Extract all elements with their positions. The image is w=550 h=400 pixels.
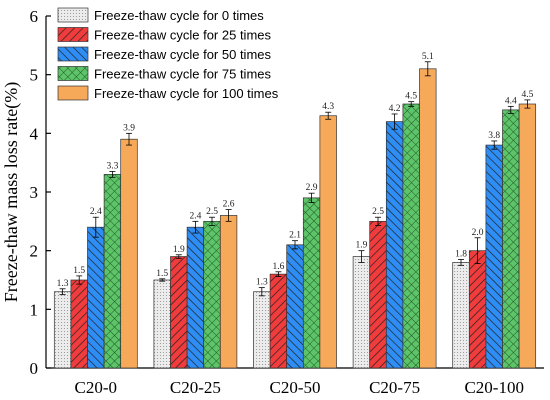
x-axis-categories: C20-0 C20-25 C20-50 C20-75 C20-100 (75, 363, 524, 397)
y-tick-label: 6 (30, 7, 39, 26)
bar (452, 262, 470, 369)
y-tick-label: 2 (30, 242, 39, 261)
bar-value-label: 2.5 (372, 207, 384, 217)
bar (203, 220, 221, 369)
bar-value-label: 4.5 (521, 90, 533, 100)
legend-label: Freeze-thaw cycle for 100 times (94, 86, 279, 101)
bar (186, 226, 205, 369)
bar-value-label: 4.4 (505, 96, 517, 106)
bar-value-label: 1.5 (73, 266, 85, 276)
bar-value-label: 3.8 (488, 131, 500, 141)
bar-value-label: 2.5 (206, 207, 218, 217)
y-tick-label: 1 (30, 300, 39, 319)
bar (286, 244, 304, 369)
bar-value-label: 4.2 (389, 104, 401, 114)
y-axis-title: Freeze-thaw mass loss rate(%) (1, 82, 22, 302)
bar (485, 144, 503, 369)
bar (518, 103, 537, 369)
bar-value-label: 2.0 (472, 228, 484, 238)
bar (253, 291, 271, 369)
bar-value-label: 2.9 (306, 183, 318, 193)
y-tick-label: 5 (30, 66, 39, 85)
legend-swatch (57, 7, 89, 23)
legend-label: Freeze-thaw cycle for 0 times (94, 8, 264, 23)
bar-value-label: 2.6 (223, 200, 235, 210)
bar (352, 256, 371, 369)
x-category-label: C20-75 (369, 378, 420, 397)
bar (219, 215, 238, 369)
bar-value-label: 1.6 (272, 262, 284, 272)
legend-swatch (57, 27, 89, 42)
bar-value-label: 1.3 (256, 278, 268, 288)
bar (402, 103, 420, 369)
bar-value-label: 1.5 (156, 269, 168, 279)
legend-label: Freeze-thaw cycle for 25 times (94, 28, 272, 43)
bar-value-label: 3.3 (106, 161, 118, 171)
x-category-label: C20-100 (464, 378, 524, 397)
legend-swatch (57, 66, 89, 81)
bar (87, 226, 105, 369)
bar-value-label: 1.9 (355, 241, 367, 251)
bar (103, 174, 122, 369)
bar (502, 109, 520, 369)
legend-label: Freeze-thaw cycle for 75 times (94, 67, 272, 82)
legend: Freeze-thaw cycle for 0 times Freeze-thaw… (57, 7, 279, 101)
y-tick-label: 3 (30, 183, 39, 202)
bar (170, 256, 188, 369)
bar (53, 291, 72, 369)
bar (120, 138, 138, 369)
bar (153, 279, 171, 369)
bar-value-label: 1.3 (57, 279, 69, 289)
bar-value-label: 1.9 (173, 245, 185, 255)
bar (369, 220, 387, 369)
bar-value-label: 1.8 (455, 249, 467, 259)
bar (70, 279, 88, 369)
legend-label: Freeze-thaw cycle for 50 times (94, 47, 272, 62)
bar-value-label: 2.4 (189, 211, 201, 221)
bar (302, 197, 321, 369)
x-category-label: C20-25 (170, 378, 221, 397)
y-tick-label: 4 (30, 124, 39, 143)
bar (319, 115, 337, 369)
bar-value-label: 3.9 (123, 123, 135, 133)
bar-value-label: 4.3 (322, 102, 334, 112)
x-category-label: C20-50 (270, 378, 321, 397)
legend-swatch (57, 85, 89, 101)
y-axis-ticks: 0 1 2 3 4 5 6 (30, 7, 51, 378)
bar-value-label: 2.4 (90, 207, 102, 217)
bar (468, 250, 487, 369)
bar (269, 273, 288, 369)
bar (419, 68, 437, 369)
bar-value-label: 2.1 (289, 231, 301, 241)
bar-value-label: 5.1 (422, 52, 434, 62)
y-tick-label: 0 (30, 359, 39, 378)
legend-swatch (57, 46, 89, 62)
bar (385, 121, 404, 369)
bar-value-label: 4.5 (405, 92, 417, 102)
x-category-label: C20-0 (75, 378, 118, 397)
bar-series-group: 1.3 1.5 2.4 3.3 3.9 1.5 1.9 2.4 2.5 2.6 1.3 1.6 2.1 2… (53, 52, 537, 369)
